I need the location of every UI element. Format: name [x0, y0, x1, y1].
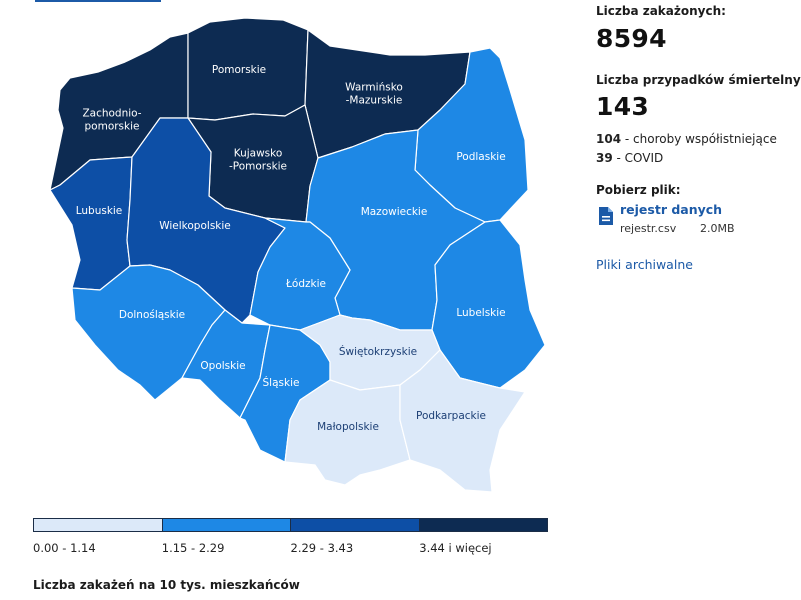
deaths-value: 143 [596, 92, 650, 121]
file-icon[interactable] [598, 206, 614, 226]
legend-color-bar [33, 518, 548, 532]
legend-swatch-1 [162, 518, 291, 532]
deaths-label: Liczba przypadków śmiertelnych [596, 73, 801, 87]
legend-labels: 0.00 - 1.14 1.15 - 2.29 2.29 - 3.43 3.44 i … [33, 541, 548, 555]
map-caption: Liczba zakażeń na 10 tys. mieszkańców [33, 578, 300, 592]
comorbid-count: 104 [596, 132, 622, 146]
region-malopolskie[interactable] [284, 379, 411, 486]
region-pomorskie[interactable] [187, 17, 309, 121]
legend-swatch-3 [419, 518, 548, 532]
archive-files-link[interactable]: Pliki archiwalne [596, 257, 693, 272]
region-podkarpackie[interactable] [399, 349, 526, 493]
legend-label-2: 2.29 - 3.43 [290, 541, 354, 555]
file-name: rejestr.csv [620, 222, 677, 235]
download-row[interactable]: rejestr danych rejestr.csv 2.0MB [596, 202, 796, 238]
data-registry-link[interactable]: rejestr danych [620, 202, 723, 217]
file-size: 2.0MB [700, 222, 735, 235]
legend-label-0: 0.00 - 1.14 [33, 541, 96, 555]
deaths-covid-row: 39 - COVID [596, 151, 663, 165]
regions-layer [49, 17, 546, 493]
infected-value: 8594 [596, 24, 667, 53]
deaths-comorbid-row: 104 - choroby współistniejące [596, 132, 777, 146]
legend-swatch-0 [33, 518, 163, 532]
top-accent-line [35, 0, 161, 2]
covid-count: 39 [596, 151, 613, 165]
covid-text: - COVID [612, 151, 664, 165]
download-label: Pobierz plik: [596, 183, 681, 197]
legend-label-1: 1.15 - 2.29 [161, 541, 225, 555]
comorbid-text: - choroby współistniejące [621, 132, 777, 146]
legend-label-3: 3.44 i więcej [419, 541, 492, 555]
infected-label: Liczba zakażonych: [596, 4, 726, 18]
statistics-panel: Liczba zakażonych: 8594 Liczba przypadkó… [596, 0, 801, 600]
legend-swatch-2 [291, 518, 420, 532]
